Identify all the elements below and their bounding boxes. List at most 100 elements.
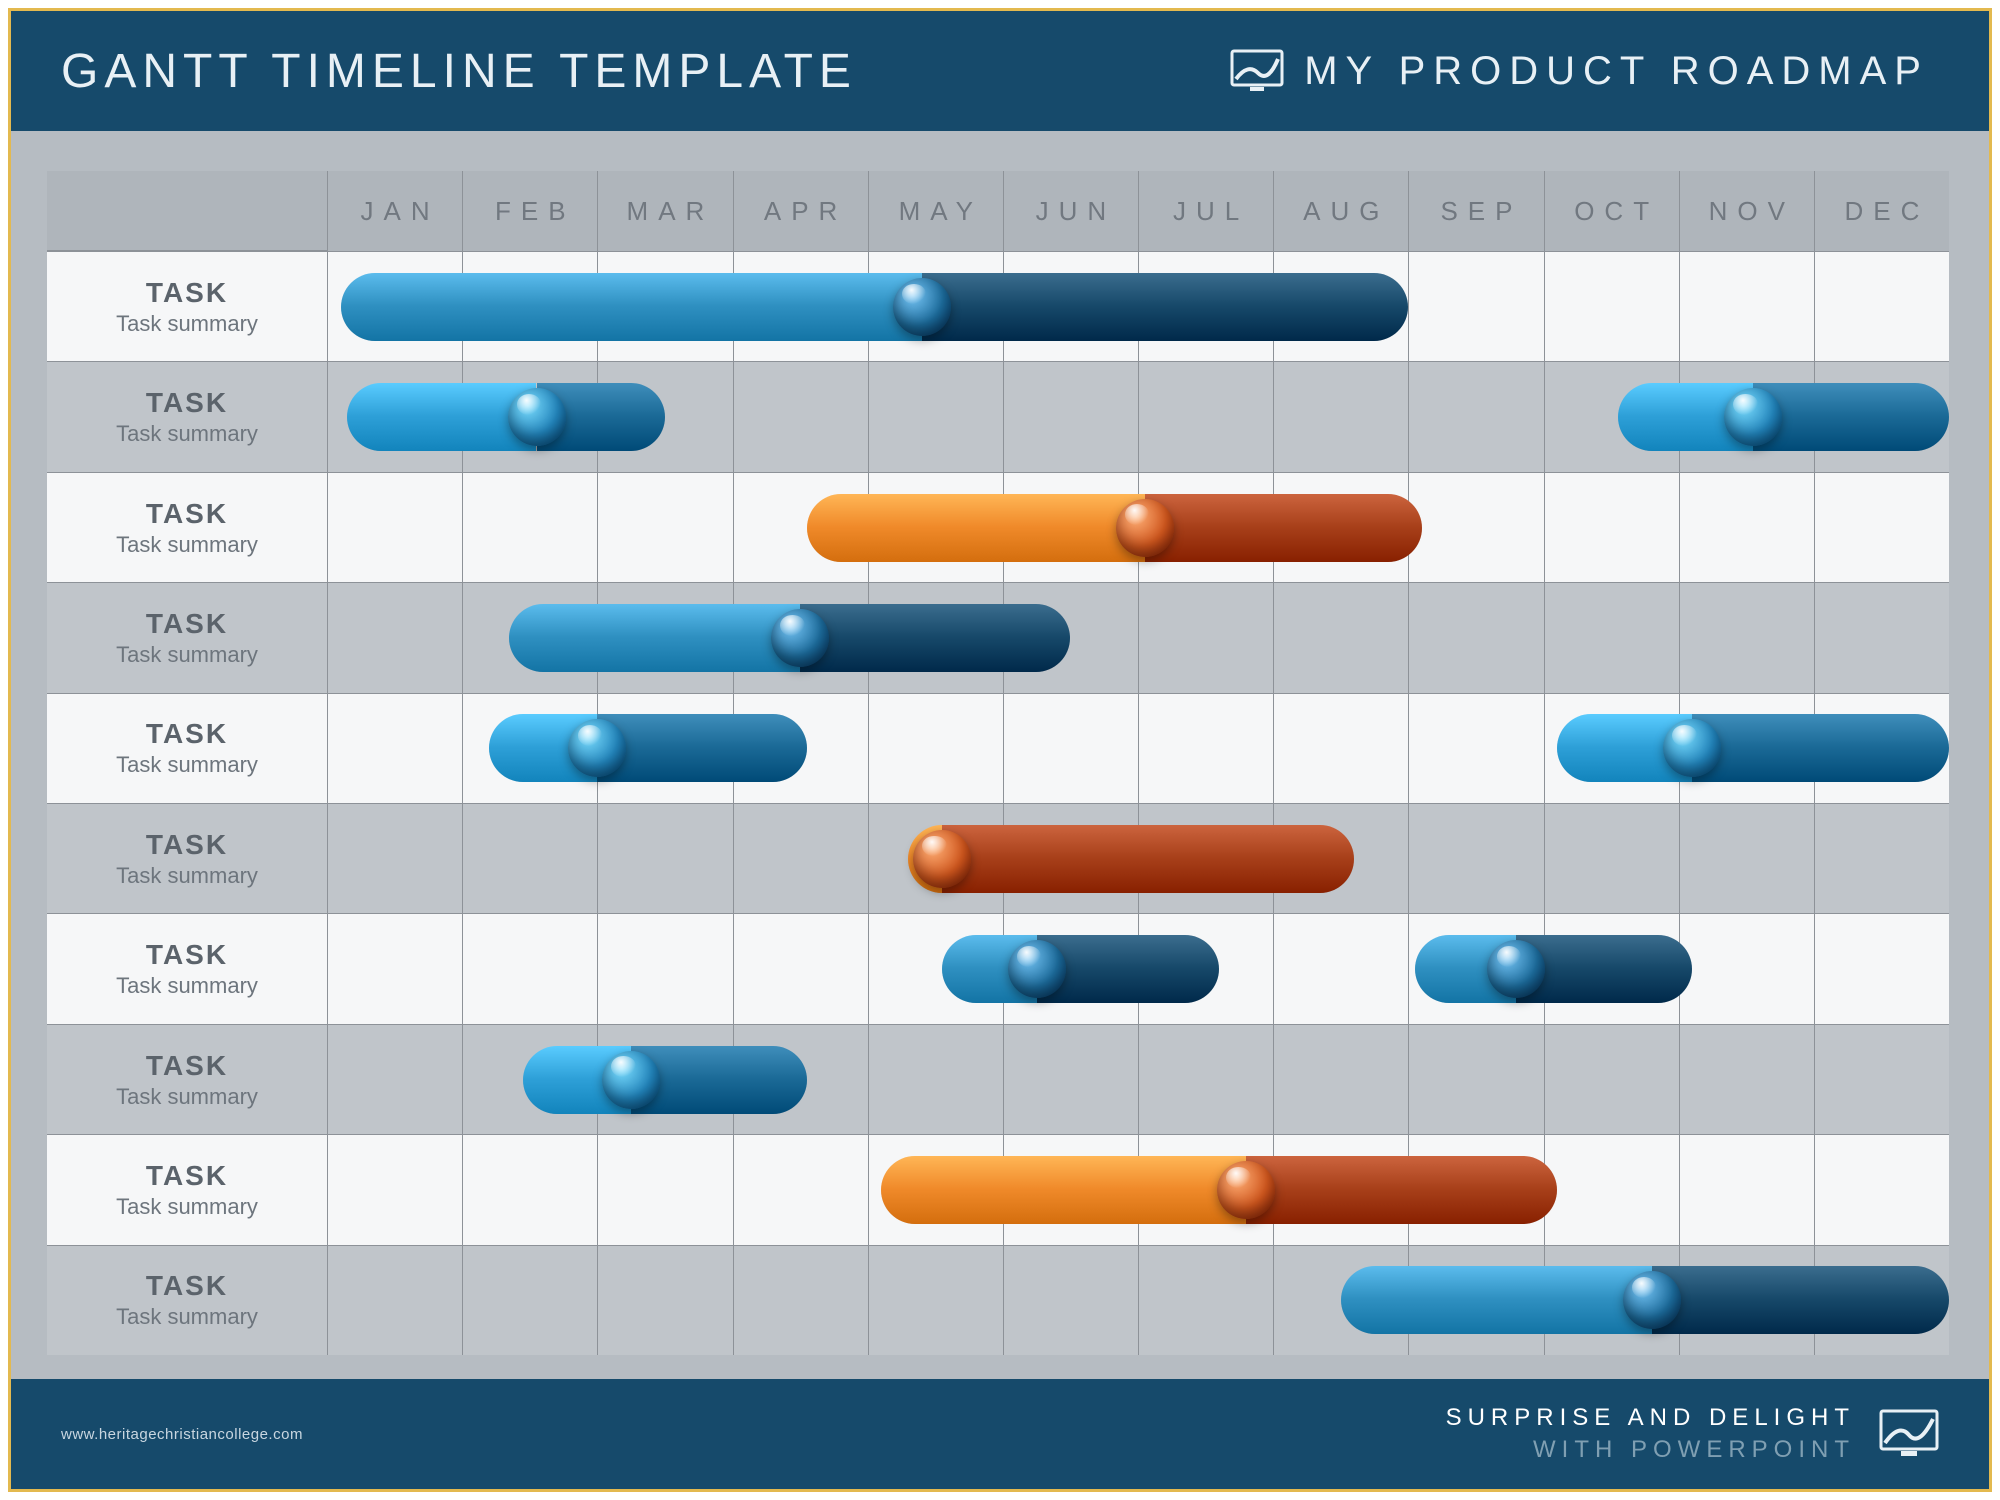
- gantt-bar: [1557, 714, 1949, 782]
- task-title: TASK: [146, 1160, 228, 1192]
- progress-marker-icon: [568, 719, 626, 777]
- task-title: TASK: [146, 277, 228, 309]
- progress-marker-icon: [508, 388, 566, 446]
- footer-logo-icon: [1879, 1409, 1939, 1459]
- task-summary: Task summary: [116, 863, 258, 889]
- task-summary: Task summary: [116, 642, 258, 668]
- task-summary: Task summary: [116, 973, 258, 999]
- gantt-row: TASKTask summary: [47, 472, 1949, 582]
- month-column: SEP: [1408, 171, 1543, 251]
- header-bar: GANTT TIMELINE TEMPLATE MY PRODUCT ROADM…: [11, 11, 1989, 131]
- gantt-chart-inner: JANFEBMARAPRMAYJUNJULAUGSEPOCTNOVDEC TAS…: [47, 171, 1949, 1355]
- gantt-bar: [347, 383, 665, 451]
- row-label: TASKTask summary: [47, 694, 327, 803]
- row-label: TASKTask summary: [47, 252, 327, 361]
- footer-bar: www.heritagechristiancollege.com SURPRIS…: [11, 1379, 1989, 1489]
- gantt-bar: [1618, 383, 1949, 451]
- task-summary: Task summary: [116, 1084, 258, 1110]
- bar-track: [327, 583, 1949, 692]
- footer-credit: www.heritagechristiancollege.com: [61, 1426, 303, 1443]
- task-title: TASK: [146, 387, 228, 419]
- gantt-row: TASKTask summary: [47, 582, 1949, 692]
- progress-marker-icon: [1217, 1161, 1275, 1219]
- month-column: JUN: [1003, 171, 1138, 251]
- task-summary: Task summary: [116, 752, 258, 778]
- gantt-row: TASKTask summary: [47, 1245, 1949, 1355]
- footer-tagline-line1: SURPRISE AND DELIGHT: [1446, 1402, 1855, 1434]
- task-title: TASK: [146, 829, 228, 861]
- row-label: TASKTask summary: [47, 473, 327, 582]
- progress-marker-icon: [1008, 940, 1066, 998]
- gantt-row: TASKTask summary: [47, 693, 1949, 803]
- gantt-rows: TASKTask summaryTASKTask summaryTASKTask…: [47, 251, 1949, 1355]
- progress-marker-icon: [771, 609, 829, 667]
- footer-right: SURPRISE AND DELIGHT WITH POWERPOINT: [1446, 1402, 1939, 1467]
- gantt-chart: JANFEBMARAPRMAYJUNJULAUGSEPOCTNOVDEC TAS…: [11, 131, 1989, 1379]
- bar-track: [327, 362, 1949, 471]
- month-column: JUL: [1138, 171, 1273, 251]
- progress-marker-icon: [893, 278, 951, 336]
- row-label: TASKTask summary: [47, 1135, 327, 1244]
- month-column: JAN: [327, 171, 462, 251]
- progress-marker-icon: [1663, 719, 1721, 777]
- gantt-bar: [1415, 935, 1692, 1003]
- progress-marker-icon: [1116, 499, 1174, 557]
- month-column: MAY: [868, 171, 1003, 251]
- progress-marker-icon: [1623, 1271, 1681, 1329]
- gantt-bar: [489, 714, 807, 782]
- row-label: TASKTask summary: [47, 1025, 327, 1134]
- gantt-bar: [942, 935, 1219, 1003]
- bar-track: [327, 1025, 1949, 1134]
- bar-track: [327, 694, 1949, 803]
- bar-track: [327, 914, 1949, 1023]
- row-label: TASKTask summary: [47, 914, 327, 1023]
- row-label: TASKTask summary: [47, 362, 327, 471]
- month-column: MAR: [597, 171, 732, 251]
- label-column-header: [47, 171, 327, 251]
- gantt-bar: [523, 1046, 807, 1114]
- gantt-bar: [341, 273, 1409, 341]
- progress-marker-icon: [913, 830, 971, 888]
- month-column: NOV: [1679, 171, 1814, 251]
- task-title: TASK: [146, 498, 228, 530]
- task-title: TASK: [146, 1270, 228, 1302]
- progress-marker-icon: [1724, 388, 1782, 446]
- bar-track: [327, 1246, 1949, 1355]
- bar-track: [327, 252, 1949, 361]
- month-column: FEB: [462, 171, 597, 251]
- bar-track: [327, 1135, 1949, 1244]
- task-summary: Task summary: [116, 1304, 258, 1330]
- task-title: TASK: [146, 939, 228, 971]
- gantt-row: TASKTask summary: [47, 251, 1949, 361]
- gantt-row: TASKTask summary: [47, 1024, 1949, 1134]
- task-title: TASK: [146, 718, 228, 750]
- month-column: DEC: [1814, 171, 1949, 251]
- progress-marker-icon: [602, 1051, 660, 1109]
- brand-text: MY PRODUCT ROADMAP: [1304, 49, 1929, 94]
- row-label: TASKTask summary: [47, 583, 327, 692]
- footer-tagline: SURPRISE AND DELIGHT WITH POWERPOINT: [1446, 1402, 1855, 1467]
- row-label: TASKTask summary: [47, 804, 327, 913]
- gantt-bar: [807, 494, 1422, 562]
- gantt-row: TASKTask summary: [47, 361, 1949, 471]
- task-summary: Task summary: [116, 532, 258, 558]
- gantt-row: TASKTask summary: [47, 1134, 1949, 1244]
- task-summary: Task summary: [116, 311, 258, 337]
- month-column: APR: [733, 171, 868, 251]
- progress-marker-icon: [1487, 940, 1545, 998]
- gantt-row: TASKTask summary: [47, 913, 1949, 1023]
- bar-track: [327, 473, 1949, 582]
- brand-block: MY PRODUCT ROADMAP: [1230, 49, 1929, 94]
- task-title: TASK: [146, 1050, 228, 1082]
- brand-logo-icon: [1230, 49, 1284, 93]
- month-header-row: JANFEBMARAPRMAYJUNJULAUGSEPOCTNOVDEC: [327, 171, 1949, 251]
- task-title: TASK: [146, 608, 228, 640]
- task-summary: Task summary: [116, 1194, 258, 1220]
- outer-frame: GANTT TIMELINE TEMPLATE MY PRODUCT ROADM…: [8, 8, 1992, 1492]
- task-summary: Task summary: [116, 421, 258, 447]
- page-title: GANTT TIMELINE TEMPLATE: [61, 44, 857, 99]
- bar-track: [327, 804, 1949, 913]
- footer-tagline-line2: WITH POWERPOINT: [1446, 1434, 1855, 1466]
- gantt-bar: [908, 825, 1354, 893]
- row-label: TASKTask summary: [47, 1246, 327, 1355]
